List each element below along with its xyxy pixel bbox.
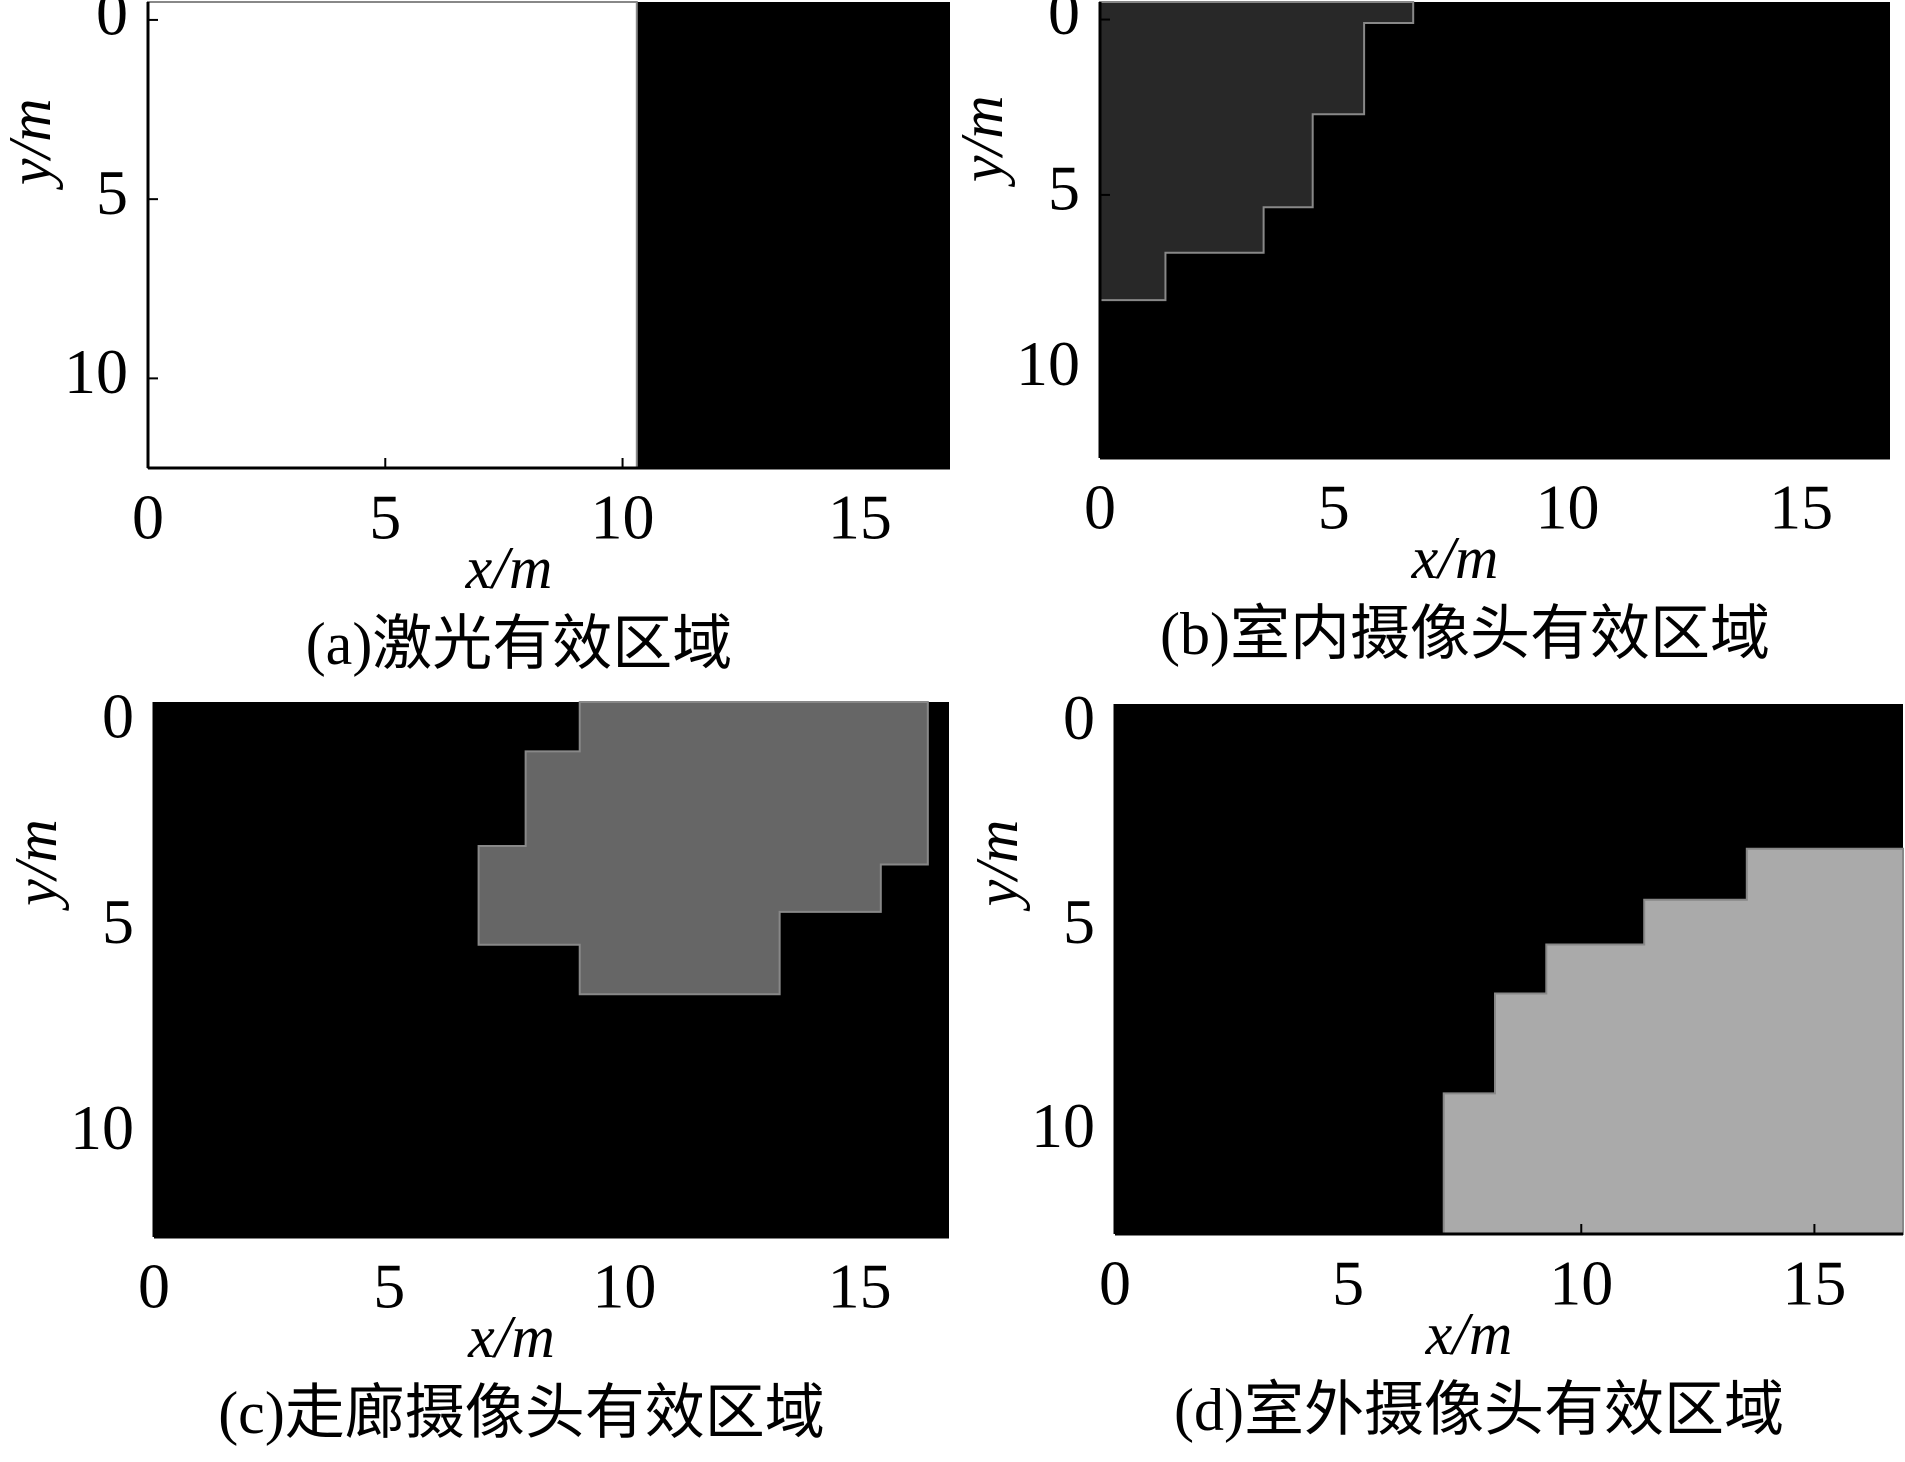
x-tick-label: 0 (1084, 472, 1116, 543)
y-tick-label: 5 (1048, 153, 1080, 224)
region (1099, 1, 1415, 302)
y-tick-label: 10 (1016, 328, 1080, 399)
x-tick-label: 0 (132, 482, 164, 553)
x-tick-label: 0 (1099, 1248, 1131, 1319)
caption: (a)激光有效区域 (306, 611, 733, 677)
caption: (b)室内摄像头有效区域 (1160, 601, 1770, 667)
x-tick-label: 10 (592, 1251, 656, 1322)
x-tick-label: 5 (1332, 1248, 1364, 1319)
y-axis-label: y/m (949, 95, 1015, 188)
y-axis-label: y/m (964, 820, 1030, 913)
x-axis-label: x/m (1411, 525, 1499, 591)
x-tick-label: 10 (1535, 472, 1599, 543)
x-axis-label: x/m (465, 535, 553, 601)
x-axis-label: x/m (1425, 1301, 1513, 1367)
x-tick-label: 0 (138, 1251, 170, 1322)
y-axis-label: y/m (3, 819, 69, 912)
x-tick-label: 10 (1549, 1248, 1613, 1319)
y-axis-label: y/m (0, 98, 63, 191)
region (147, 1, 638, 469)
x-tick-label: 5 (369, 482, 401, 553)
y-tick-label: 10 (64, 336, 128, 407)
caption: (d)室外摄像头有效区域 (1174, 1377, 1784, 1443)
y-tick-label: 0 (1063, 682, 1095, 753)
y-tick-label: 0 (102, 680, 134, 751)
caption: (c)走廊摄像头有效区域 (218, 1380, 825, 1446)
y-tick-label: 5 (102, 886, 134, 957)
y-tick-label: 10 (70, 1092, 134, 1163)
x-tick-label: 10 (591, 482, 655, 553)
y-tick-label: 0 (96, 0, 128, 49)
region (477, 701, 929, 996)
x-axis-label: x/m (467, 1304, 555, 1370)
y-tick-label: 5 (1063, 886, 1095, 957)
x-tick-label: 15 (1769, 472, 1833, 543)
y-tick-label: 0 (1048, 0, 1080, 48)
x-tick-label: 15 (828, 1251, 892, 1322)
x-tick-label: 5 (373, 1251, 405, 1322)
y-tick-label: 5 (96, 157, 128, 228)
x-tick-label: 15 (1782, 1248, 1846, 1319)
x-tick-label: 5 (1318, 472, 1350, 543)
x-tick-label: 15 (828, 482, 892, 553)
y-tick-label: 10 (1031, 1090, 1095, 1161)
